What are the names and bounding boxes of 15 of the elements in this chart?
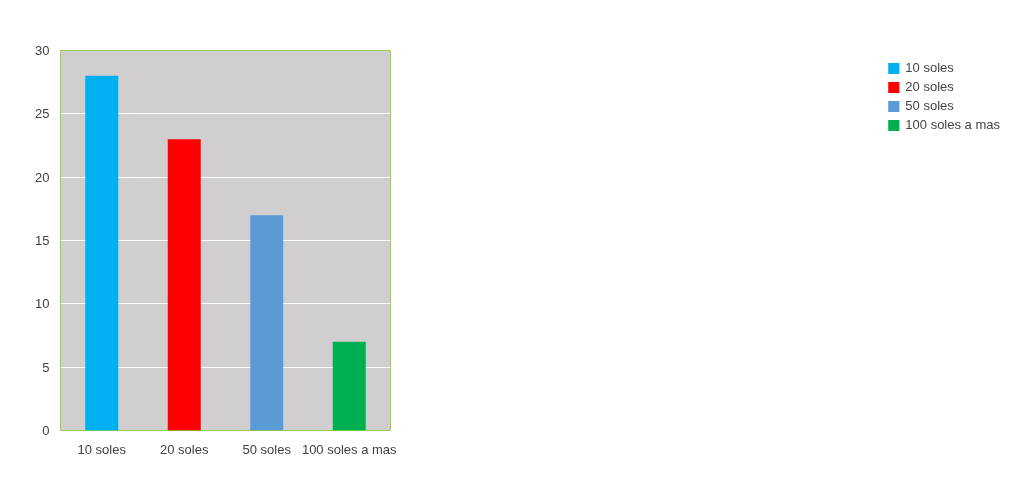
x-tick-label: 20 soles xyxy=(160,441,209,457)
x-tick-label: 10 soles xyxy=(77,441,127,457)
y-tick-label: 0 xyxy=(42,423,50,438)
y-tick-label: 25 xyxy=(35,106,50,122)
y-tick-label: 5 xyxy=(42,359,50,375)
x-tick-label: 50 soles xyxy=(242,441,292,457)
legend-label: 50 soles xyxy=(905,98,954,113)
y-tick-label: 10 xyxy=(35,296,50,312)
legend-label: 10 soles xyxy=(905,60,954,75)
y-tick-label: 15 xyxy=(35,233,50,248)
y-tick-label: 30 xyxy=(35,43,50,58)
legend-label: 100 soles a mas xyxy=(905,117,1000,132)
y-tick-label: 20 xyxy=(35,169,50,185)
legend-label: 20 soles xyxy=(905,79,954,94)
x-tick-label: 100 soles a mas xyxy=(301,441,398,457)
